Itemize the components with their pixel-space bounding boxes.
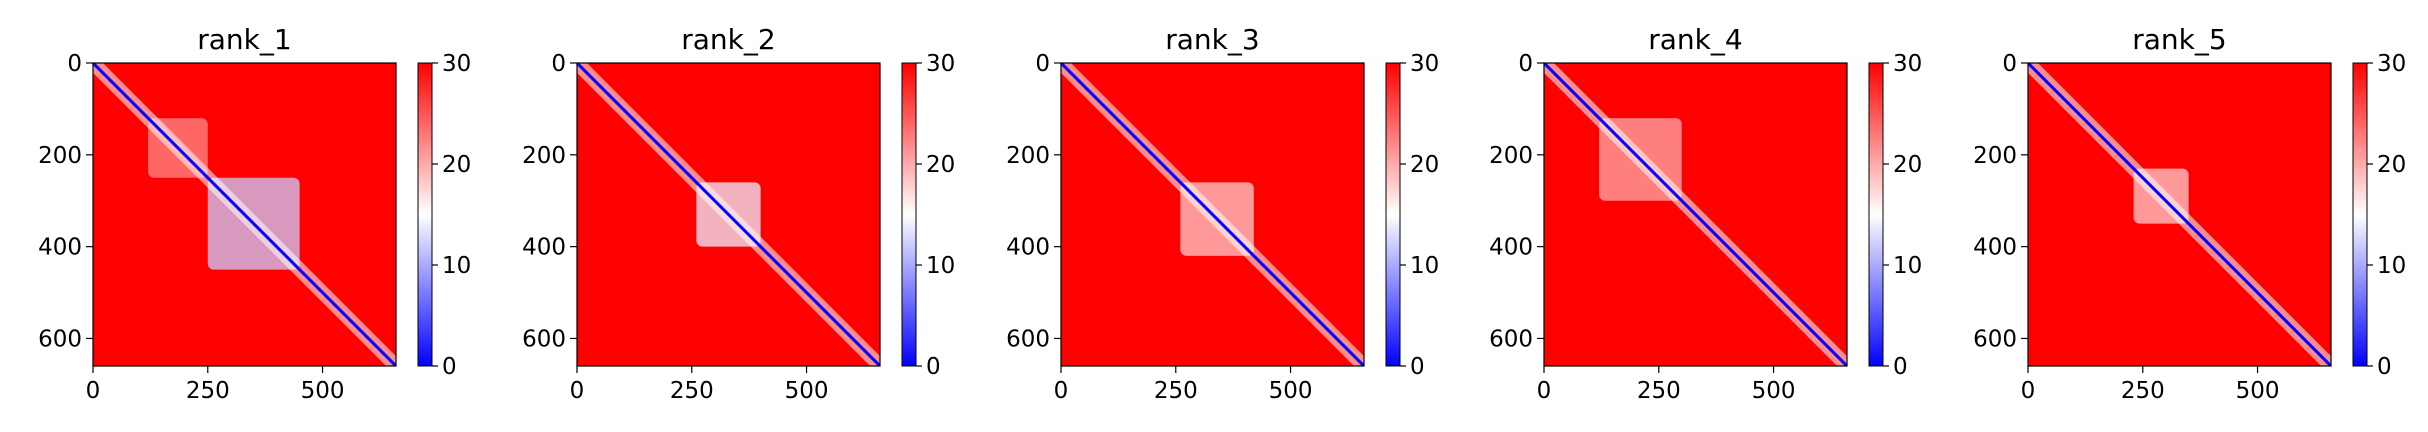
colorbar-tick-label: 30	[1410, 51, 1439, 77]
x-tick-label: 500	[1269, 378, 1313, 404]
y-tick-label: 600	[522, 326, 566, 352]
diagonal-line	[2028, 63, 2331, 366]
x-tick-label: 250	[670, 378, 714, 404]
axes-frame	[2027, 62, 2332, 367]
y-tick-label: 0	[2002, 51, 2017, 77]
y-tick-label: 600	[1489, 326, 1533, 352]
axes-frame	[576, 62, 881, 367]
colorbar-tick-label: 20	[926, 152, 955, 178]
y-tick-label: 600	[1973, 326, 2017, 352]
colorbar-tick-label: 0	[1410, 354, 1425, 380]
colorbar-tick-label: 0	[1893, 354, 1908, 380]
panel-title: rank_5	[2132, 23, 2226, 56]
colorbar-tick-label: 20	[1893, 152, 1922, 178]
axes-frame	[1543, 62, 1848, 367]
colorbar	[901, 62, 917, 367]
x-tick-label: 250	[186, 378, 230, 404]
colorbar	[1868, 62, 1884, 367]
colorbar-tick-label: 20	[442, 152, 471, 178]
heatmap-image	[1544, 63, 1847, 366]
y-tick-label: 0	[1035, 51, 1050, 77]
heatmap-image	[2028, 63, 2331, 366]
colorbar	[2352, 62, 2368, 367]
x-tick-label: 250	[1154, 378, 1198, 404]
y-tick-label: 600	[1006, 326, 1050, 352]
panel-title: rank_1	[197, 23, 291, 56]
colorbar	[417, 62, 433, 367]
x-tick-label: 500	[2236, 378, 2280, 404]
y-tick-label: 0	[1518, 51, 1533, 77]
colorbar-tick-label: 10	[926, 253, 955, 279]
panel-title: rank_3	[1165, 23, 1259, 56]
colorbar-tick-label: 20	[1410, 152, 1439, 178]
axes-frame	[92, 62, 397, 367]
panel-title: rank_4	[1648, 23, 1742, 56]
x-tick-label: 0	[86, 378, 101, 404]
y-tick-label: 400	[38, 235, 82, 261]
colorbar-tick-label: 10	[1410, 253, 1439, 279]
y-tick-label: 200	[1973, 143, 2017, 169]
colorbar-tick-label: 10	[2377, 253, 2406, 279]
x-tick-label: 500	[301, 378, 345, 404]
colorbar-tick-label: 0	[442, 354, 457, 380]
colorbar-tick-label: 30	[442, 51, 471, 77]
colorbar-tick-label: 0	[2377, 354, 2392, 380]
x-tick-label: 0	[2021, 378, 2036, 404]
x-tick-label: 500	[785, 378, 829, 404]
y-tick-label: 200	[1489, 143, 1533, 169]
y-tick-label: 400	[1006, 235, 1050, 261]
colorbar-tick-label: 0	[926, 354, 941, 380]
diagonal-line	[93, 63, 396, 366]
diagonal-line	[1544, 63, 1847, 366]
heatmap-image	[577, 63, 880, 366]
colorbar	[1385, 62, 1401, 367]
y-tick-label: 600	[38, 326, 82, 352]
y-tick-label: 200	[38, 143, 82, 169]
panel-title: rank_2	[681, 23, 775, 56]
x-tick-label: 0	[1054, 378, 1069, 404]
x-tick-label: 0	[1537, 378, 1552, 404]
diagonal-line	[577, 63, 880, 366]
colorbar-tick-label: 30	[926, 51, 955, 77]
colorbar-tick-label: 10	[442, 253, 471, 279]
y-tick-label: 0	[551, 51, 566, 77]
y-tick-label: 200	[522, 143, 566, 169]
x-tick-label: 0	[570, 378, 585, 404]
heatmap-image	[1061, 63, 1364, 366]
colorbar-tick-label: 10	[1893, 253, 1922, 279]
colorbar-tick-label: 30	[2377, 51, 2406, 77]
x-tick-label: 500	[1752, 378, 1796, 404]
colorbar-tick-label: 30	[1893, 51, 1922, 77]
y-tick-label: 200	[1006, 143, 1050, 169]
x-tick-label: 250	[2121, 378, 2165, 404]
colorbar-tick-label: 20	[2377, 152, 2406, 178]
y-tick-label: 400	[1489, 235, 1533, 261]
heatmap-image	[93, 63, 396, 366]
x-tick-label: 250	[1637, 378, 1681, 404]
diagonal-line	[1061, 63, 1364, 366]
y-tick-label: 0	[67, 51, 82, 77]
y-tick-label: 400	[1973, 235, 2017, 261]
y-tick-label: 400	[522, 235, 566, 261]
axes-frame	[1060, 62, 1365, 367]
